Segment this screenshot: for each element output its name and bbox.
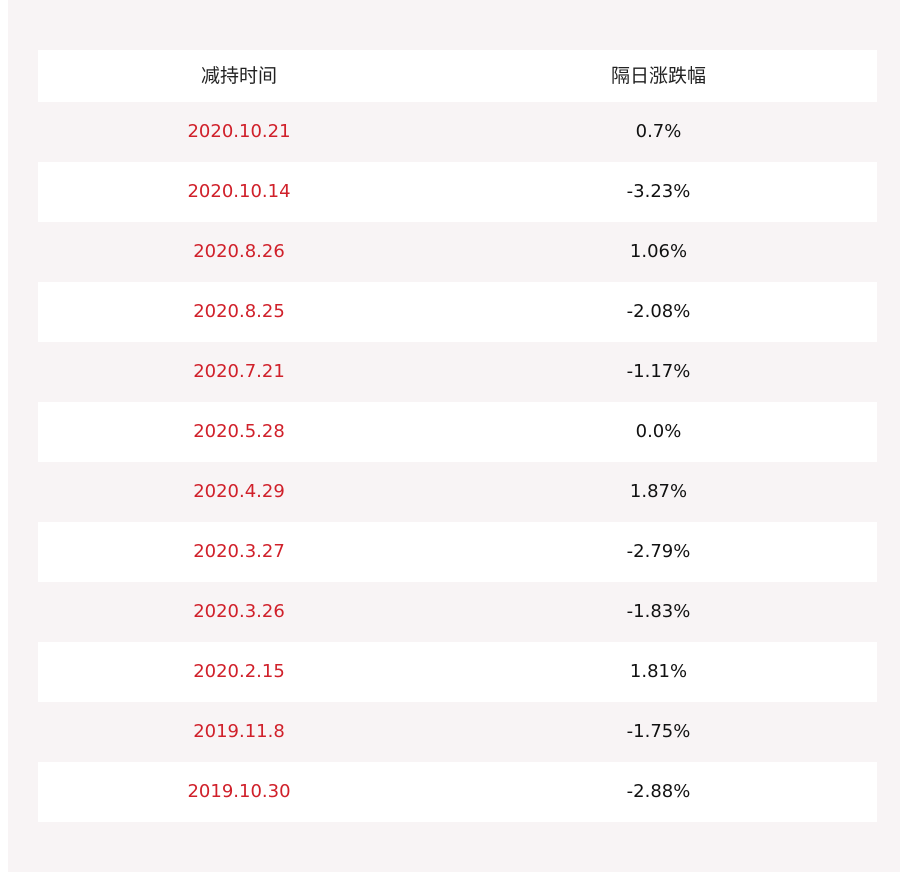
row-date: 2020.8.26 (193, 241, 285, 262)
reduction-table: 减持时间 隔日涨跌幅 2020.10.21 0.7% 2020.10.14 -3… (38, 50, 877, 822)
row-date: 2020.7.21 (193, 361, 285, 382)
row-change: 0.7% (635, 121, 682, 142)
table-row: 2020.10.14 -3.23% (38, 162, 877, 222)
table-row: 2020.8.26 1.06% (38, 222, 877, 282)
table-row: 2020.10.21 0.7% (38, 102, 877, 162)
header-date: 减持时间 (200, 65, 277, 87)
table-row: 2020.5.28 0.0% (38, 402, 877, 462)
row-date: 2020.8.25 (193, 301, 285, 322)
row-date: 2020.3.27 (193, 541, 285, 562)
row-change: -1.17% (626, 361, 691, 382)
row-change: 1.87% (629, 481, 688, 502)
row-date: 2020.2.15 (193, 661, 285, 682)
row-change: 1.06% (629, 241, 688, 262)
table-header-row: 减持时间 隔日涨跌幅 (38, 50, 877, 102)
row-change: -1.83% (626, 601, 691, 622)
row-date: 2019.11.8 (193, 721, 285, 742)
row-date: 2020.10.21 (187, 121, 291, 142)
table-row: 2020.3.27 -2.79% (38, 522, 877, 582)
content-panel: 减持时间 隔日涨跌幅 2020.10.21 0.7% 2020.10.14 -3… (8, 0, 900, 872)
header-change: 隔日涨跌幅 (610, 65, 706, 87)
row-change: -2.88% (626, 781, 691, 802)
row-date: 2020.4.29 (193, 481, 285, 502)
table-row: 2020.7.21 -1.17% (38, 342, 877, 402)
table-row: 2020.2.15 1.81% (38, 642, 877, 702)
table-row: 2020.3.26 -1.83% (38, 582, 877, 642)
row-date: 2019.10.30 (187, 781, 291, 802)
row-change: -2.79% (626, 541, 691, 562)
row-date: 2020.5.28 (193, 421, 285, 442)
row-change: -1.75% (626, 721, 691, 742)
table-row: 2020.4.29 1.87% (38, 462, 877, 522)
row-change: 1.81% (629, 661, 688, 682)
row-change: -2.08% (626, 301, 691, 322)
row-date: 2020.10.14 (187, 181, 291, 202)
table-row: 2019.11.8 -1.75% (38, 702, 877, 762)
table-row: 2019.10.30 -2.88% (38, 762, 877, 822)
row-change: -3.23% (626, 181, 691, 202)
row-change: 0.0% (635, 421, 682, 442)
table-row: 2020.8.25 -2.08% (38, 282, 877, 342)
row-date: 2020.3.26 (193, 601, 285, 622)
